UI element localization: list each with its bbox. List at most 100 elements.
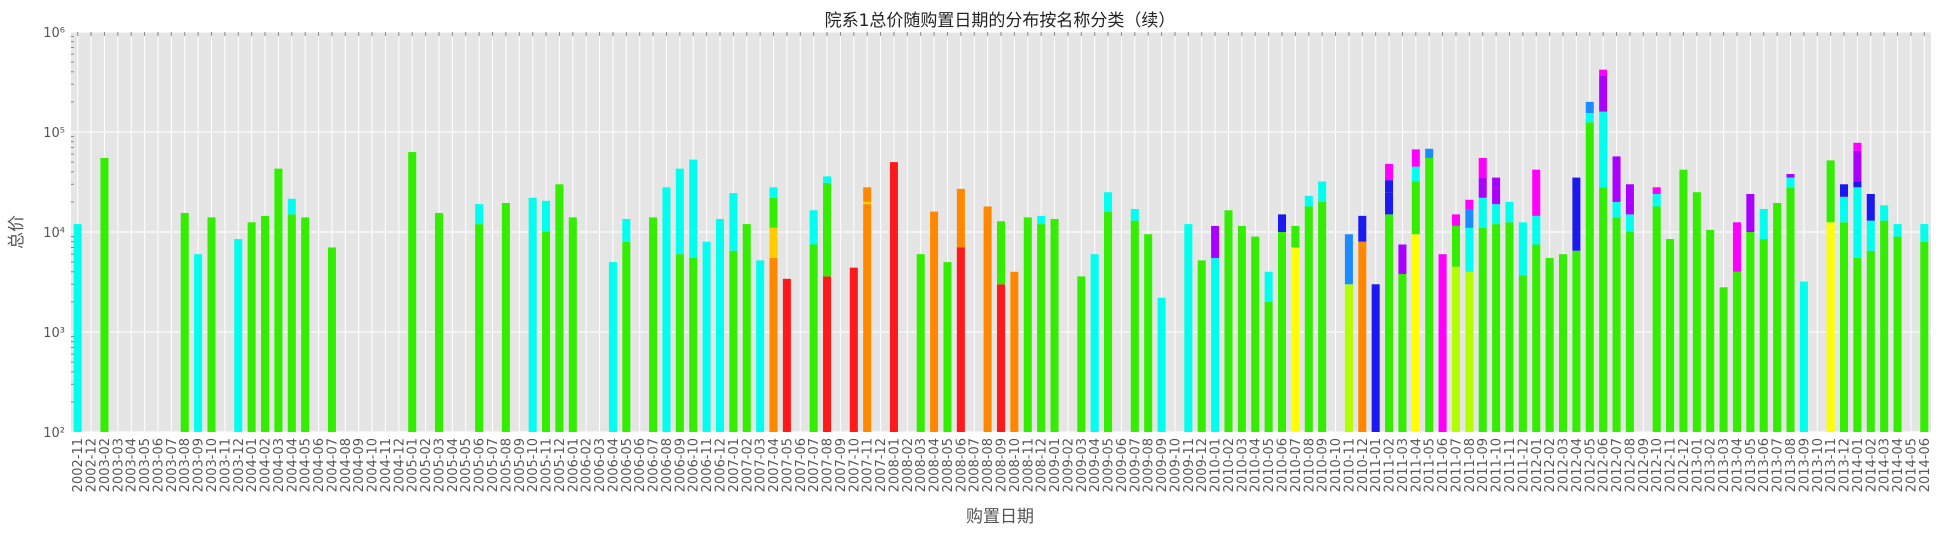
bar-segment xyxy=(274,168,283,433)
bar-segment xyxy=(956,247,965,432)
x-tick-label: 2003-07 xyxy=(165,438,180,492)
bar-segment xyxy=(782,278,791,432)
bar-segment xyxy=(1625,184,1634,215)
x-tick-label: 2004-03 xyxy=(272,438,287,492)
bar-segment xyxy=(1786,177,1795,188)
bar-segment xyxy=(996,221,1006,285)
bar-segment xyxy=(1893,224,1902,237)
bar-segment xyxy=(1157,297,1166,432)
bar-segment xyxy=(1104,192,1113,212)
bar-segment xyxy=(769,187,778,198)
y-tick-label: 10⁴ xyxy=(43,226,65,241)
bar-segment xyxy=(702,241,711,432)
x-tick-label: 2003-03 xyxy=(111,438,126,492)
bar-segment xyxy=(1585,112,1594,123)
x-tick-label: 2006-08 xyxy=(660,438,675,492)
bar-segment xyxy=(1264,301,1273,432)
bar-segment xyxy=(1599,90,1608,112)
bar-segment xyxy=(649,217,658,432)
x-tick-label: 2011-01 xyxy=(1369,438,1384,492)
x-tick-label: 2012-05 xyxy=(1583,438,1598,492)
y-axis-ticks: 10² 10³ 10⁴ 10⁵ 10⁶ xyxy=(43,26,74,441)
x-tick-label: 2013-01 xyxy=(1690,438,1705,492)
bar-segment xyxy=(207,217,216,432)
x-tick-label: 2007-05 xyxy=(780,438,795,492)
bar-segment xyxy=(675,168,684,255)
bar-segment xyxy=(729,193,738,251)
bar-segment xyxy=(956,232,965,248)
x-tick-label: 2005-03 xyxy=(432,438,447,492)
bar-segment xyxy=(1451,214,1460,226)
x-tick-label: 2004-07 xyxy=(325,438,340,492)
bar-segment xyxy=(1425,157,1434,432)
x-tick-label: 2004-10 xyxy=(366,438,381,492)
bar-segment xyxy=(1104,211,1113,432)
x-tick-label: 2010-01 xyxy=(1209,438,1224,492)
bar-segment xyxy=(542,200,551,232)
x-tick-label: 2007-08 xyxy=(821,438,836,492)
bar-segment xyxy=(1652,193,1661,207)
x-tick-label: 2010-03 xyxy=(1235,438,1250,492)
bar-segment xyxy=(1505,201,1514,223)
bar-segment xyxy=(996,284,1006,432)
x-tick-label: 2007-03 xyxy=(754,438,769,492)
x-tick-label: 2006-03 xyxy=(593,438,608,492)
bar-segment xyxy=(1465,208,1474,228)
bar-segment xyxy=(1130,208,1139,221)
bar-segment xyxy=(1023,217,1032,432)
bar-segment xyxy=(1492,204,1501,225)
x-tick-label: 2006-12 xyxy=(713,438,728,492)
bar-segment xyxy=(956,188,965,232)
bar-segment xyxy=(1411,234,1420,432)
bar-segment xyxy=(1652,187,1661,194)
bar-segment xyxy=(1572,177,1581,251)
x-tick-label: 2005-04 xyxy=(446,438,461,492)
bar-segment xyxy=(1612,201,1621,218)
bar-segment xyxy=(1037,224,1046,432)
bar-segment xyxy=(301,217,310,432)
bar-segment xyxy=(1291,225,1300,248)
x-tick-label: 2006-01 xyxy=(566,438,581,492)
bar-segment xyxy=(1385,174,1394,181)
y-tick-label: 10³ xyxy=(43,326,65,341)
y-tick-label: 10⁵ xyxy=(43,126,65,141)
bar-segment xyxy=(1920,224,1929,242)
bar-segment xyxy=(542,232,551,432)
x-tick-label: 2011-10 xyxy=(1490,438,1505,492)
bar-segment xyxy=(1679,169,1688,433)
bar-segment xyxy=(769,197,778,228)
bar-segment xyxy=(1398,244,1407,275)
bar-segment xyxy=(1559,254,1568,432)
bar-segment xyxy=(1438,254,1447,432)
bar-segment xyxy=(501,202,510,432)
bar-segment xyxy=(1840,196,1849,223)
bar-segment xyxy=(1518,222,1527,276)
bar-segment xyxy=(756,260,765,432)
x-tick-label: 2012-12 xyxy=(1677,438,1692,492)
x-tick-label: 2008-07 xyxy=(968,438,983,492)
x-tick-label: 2013-04 xyxy=(1730,438,1745,492)
bar-segment xyxy=(1759,208,1768,240)
bar-segment xyxy=(1318,181,1327,202)
y-tick-label: 10² xyxy=(43,426,65,441)
x-tick-label: 2009-02 xyxy=(1061,438,1076,492)
x-tick-label: 2004-09 xyxy=(352,438,367,492)
bar-segment xyxy=(1358,215,1367,242)
bar-segment xyxy=(742,224,751,432)
bar-segment xyxy=(1585,101,1594,113)
x-tick-label: 2006-10 xyxy=(687,438,702,492)
x-tick-label: 2005-07 xyxy=(486,438,501,492)
bar-segment xyxy=(1478,157,1487,178)
y-tick-label: 10⁶ xyxy=(43,26,65,41)
bar-segment xyxy=(287,198,296,215)
bar-segment xyxy=(1465,199,1474,209)
bar-segment xyxy=(769,257,778,432)
bar-segment xyxy=(1385,163,1394,175)
bar-segment xyxy=(475,204,484,225)
x-tick-label: 2004-05 xyxy=(299,438,314,492)
x-tick-label: 2014-01 xyxy=(1851,438,1866,492)
bar-segment xyxy=(715,218,725,432)
x-axis-ticks: 2002-112002-122003-022003-032003-042003-… xyxy=(71,438,1933,492)
bar-segment xyxy=(327,247,336,432)
x-tick-label: 2007-07 xyxy=(807,438,822,492)
